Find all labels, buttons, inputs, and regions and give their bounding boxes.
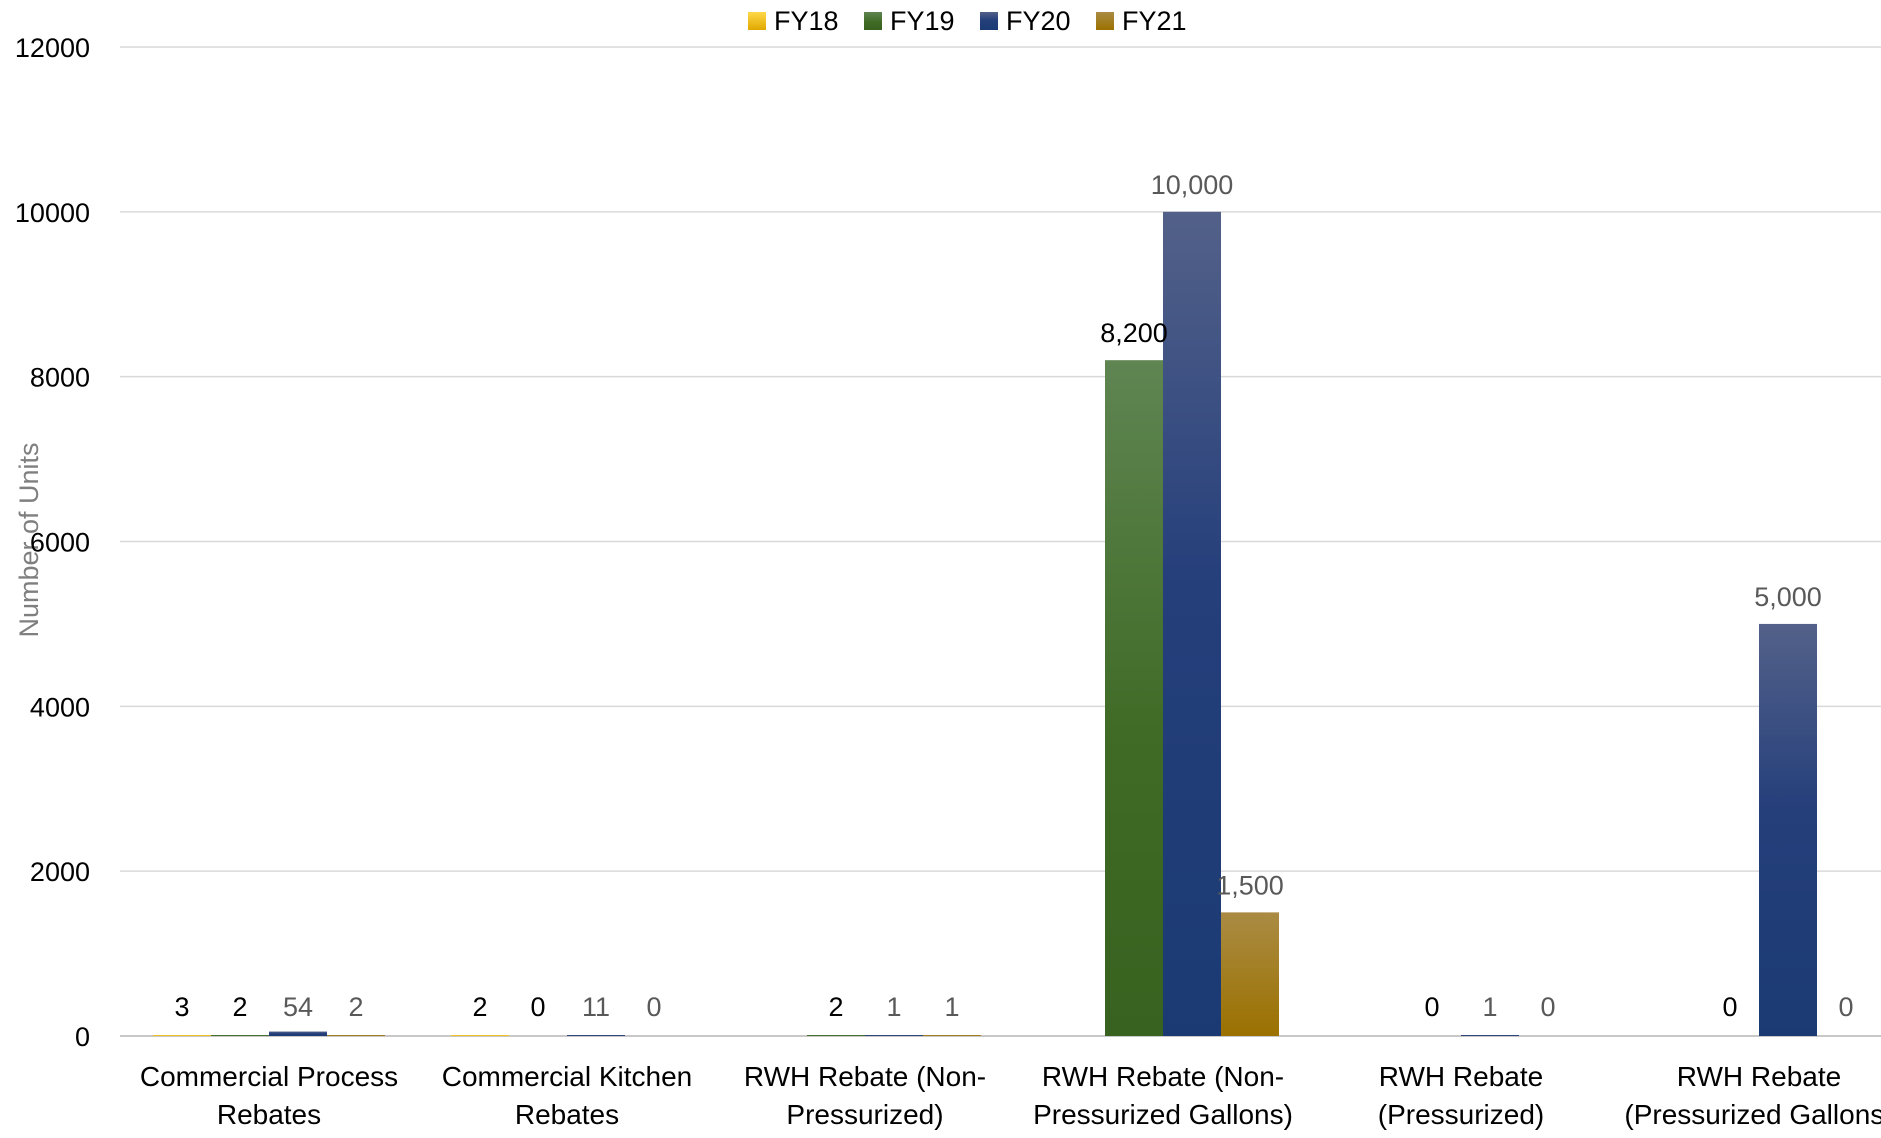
bar-fy19	[1105, 360, 1163, 1036]
data-label-fy21: 0	[646, 992, 661, 1022]
y-tick-label: 0	[75, 1022, 90, 1052]
data-label-fy20: 1	[1482, 992, 1497, 1022]
legend-label-fy18: FY18	[774, 6, 839, 36]
gridlines	[120, 46, 1881, 1037]
y-tick-label: 4000	[30, 692, 90, 722]
legend-swatch-fy18	[748, 12, 766, 30]
data-label-fy19: 0	[1424, 992, 1439, 1022]
bar-fy20	[567, 1035, 625, 1036]
x-category-label: Commercial Kitchen Rebates	[442, 1061, 693, 1130]
bar-fy20	[1163, 211, 1221, 1037]
data-label-fy20: 11	[582, 992, 610, 1022]
x-category-label: RWH Rebate (Pressurized Gallons)	[1624, 1061, 1881, 1130]
data-label-fy19: 2	[828, 992, 843, 1022]
data-label-fy19: 8,200	[1100, 318, 1168, 348]
bar-fy19	[211, 1035, 269, 1036]
data-label-fy20: 10,000	[1151, 170, 1234, 200]
x-axis-categories: Commercial Process Rebates Commercial Kitc…	[140, 1061, 1881, 1130]
data-label-fy20: 1	[886, 992, 901, 1022]
x-category-label: RWH Rebate (Non-Pressurized)	[744, 1061, 986, 1130]
bar-fy18	[153, 1035, 211, 1036]
y-axis-ticks: 0 2000 4000 6000 8000 10000 12000	[15, 33, 90, 1052]
y-tick-label: 6000	[30, 528, 90, 558]
data-label-fy20: 54	[283, 992, 313, 1022]
data-label-fy21: 1	[944, 992, 959, 1022]
legend-label-fy20: FY20	[1006, 6, 1071, 36]
x-category-label: Commercial Process Rebates	[140, 1061, 398, 1130]
legend: FY18 FY19 FY20 FY21	[748, 6, 1187, 36]
data-label-fy20: 5,000	[1754, 582, 1822, 612]
bar-fy20	[1461, 1035, 1519, 1036]
data-label-fy21: 0	[1838, 992, 1853, 1022]
bars	[153, 211, 1817, 1037]
legend-label-fy21: FY21	[1122, 6, 1187, 36]
data-label-fy18: 3	[174, 992, 189, 1022]
data-label-fy21: 2	[348, 992, 363, 1022]
bar-fy20	[269, 1031, 327, 1036]
data-label-fy19: 2	[232, 992, 247, 1022]
bar-fy21	[327, 1035, 385, 1036]
bar-fy21	[923, 1035, 981, 1036]
data-label-fy19: 0	[1722, 992, 1737, 1022]
data-label-fy19: 0	[530, 992, 545, 1022]
legend-swatch-fy20	[980, 12, 998, 30]
y-axis-title: Number of Units	[14, 442, 44, 637]
x-category-label: RWH Rebate (Pressurized)	[1378, 1061, 1544, 1130]
data-label-fy21: 1,500	[1216, 870, 1284, 900]
data-label-fy18: 2	[472, 992, 487, 1022]
legend-label-fy19: FY19	[890, 6, 955, 36]
y-tick-label: 2000	[30, 857, 90, 887]
data-label-fy21: 0	[1540, 992, 1555, 1022]
legend-swatch-fy21	[1096, 12, 1114, 30]
bar-fy20	[865, 1035, 923, 1036]
bar-fy20	[1759, 623, 1817, 1036]
y-tick-label: 10000	[15, 198, 90, 228]
bar-fy18	[451, 1035, 509, 1036]
bar-fy19	[807, 1035, 865, 1036]
y-tick-label: 8000	[30, 363, 90, 393]
y-tick-label: 12000	[15, 33, 90, 63]
bar-fy21	[1221, 912, 1279, 1036]
x-category-label: RWH Rebate (Non-Pressurized Gallons)	[1033, 1061, 1293, 1130]
legend-swatch-fy19	[864, 12, 882, 30]
